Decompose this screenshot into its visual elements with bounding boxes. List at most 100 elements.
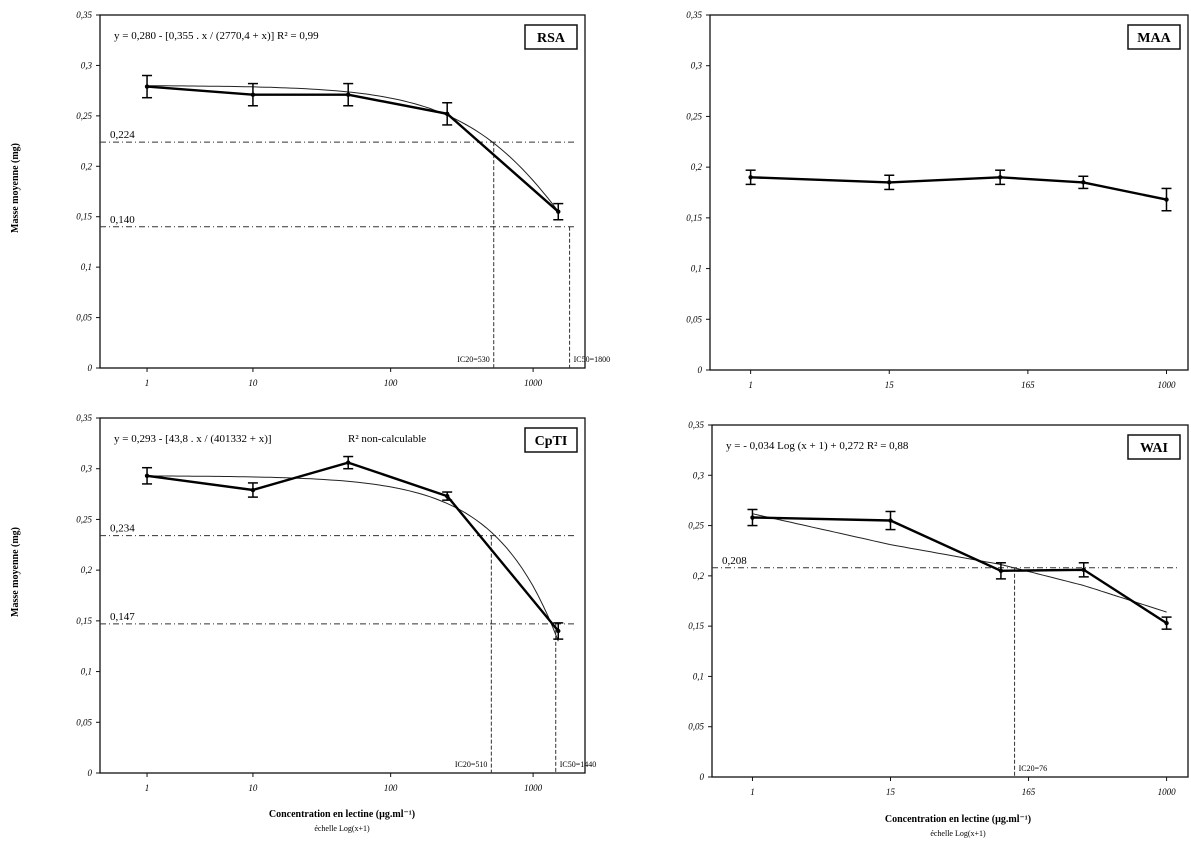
y-tick-label: 0,15 bbox=[686, 213, 702, 223]
data-point bbox=[1081, 180, 1086, 185]
data-point bbox=[1081, 567, 1086, 573]
plot-frame bbox=[709, 14, 1189, 371]
y-tick-label: 0,25 bbox=[76, 111, 92, 121]
chart-cpti: 0 0,05 0,1 0,15 0,2 0,25 0,3 0,35 1 10 100 1000 CpTI… bbox=[76, 413, 596, 793]
y-tick-label: 0,2 bbox=[693, 571, 705, 581]
y-tick-label: 0,25 bbox=[688, 521, 704, 531]
x-tick-label: 1000 bbox=[1158, 787, 1177, 797]
y-tick-label: 0,35 bbox=[688, 420, 704, 430]
y-tick-label: 0,05 bbox=[76, 313, 92, 323]
reference-vline-label: IC50=1800 bbox=[574, 355, 611, 364]
fit-equation: y = 0,293 - [43,8 . x / (401332 + x)] bbox=[114, 433, 272, 445]
reference-hline-label: 0,147 bbox=[110, 611, 135, 623]
x-tick-label: 100 bbox=[384, 378, 398, 388]
x-tick-label: 1 bbox=[748, 380, 753, 390]
reference-vline-label: IC20=510 bbox=[455, 760, 488, 769]
fit-curve bbox=[752, 513, 1167, 613]
data-point bbox=[346, 460, 351, 465]
panel-name: WAI bbox=[1140, 441, 1168, 456]
xlabel-left-sub: échelle Log(x+1) bbox=[314, 824, 370, 833]
y-tick-label: 0,1 bbox=[81, 262, 92, 272]
fit-curve bbox=[146, 85, 559, 212]
reference-hline-label: 0,208 bbox=[722, 555, 747, 567]
y-tick-label: 0 bbox=[88, 768, 93, 778]
y-tick-label: 0,3 bbox=[691, 61, 703, 71]
panel-name-box bbox=[1127, 24, 1181, 50]
plot-frame bbox=[711, 424, 1189, 778]
fit-r2-note: R² non-calculable bbox=[348, 433, 426, 445]
xlabel-right: Concentration en lectine (µg.ml⁻¹) bbox=[885, 814, 1031, 825]
x-tick-label: 15 bbox=[885, 380, 895, 390]
reference-vline-label: IC50=1440 bbox=[560, 760, 597, 769]
panel-name-box bbox=[1127, 434, 1181, 460]
y-tick-label: 0,35 bbox=[76, 10, 92, 20]
y-tick-label: 0,35 bbox=[76, 413, 92, 423]
data-point bbox=[250, 92, 256, 97]
data-point bbox=[444, 111, 450, 117]
reference-vline-label: IC20=530 bbox=[457, 355, 490, 364]
y-tick-label: 0,1 bbox=[81, 667, 92, 677]
y-tick-label: 0 bbox=[88, 363, 93, 373]
y-tick-label: 0,1 bbox=[691, 264, 702, 274]
x-tick-label: 1000 bbox=[524, 783, 543, 793]
data-point bbox=[888, 518, 893, 523]
y-tick-label: 0,2 bbox=[691, 162, 703, 172]
x-tick-label: 10 bbox=[248, 783, 258, 793]
x-tick-label: 1 bbox=[145, 378, 150, 388]
x-tick-label: 10 bbox=[248, 378, 258, 388]
plot-frame bbox=[99, 14, 586, 369]
data-point bbox=[144, 84, 150, 89]
y-tick-label: 0,3 bbox=[81, 60, 93, 70]
x-tick-label: 15 bbox=[886, 787, 896, 797]
y-tick-label: 0,05 bbox=[686, 314, 702, 324]
y-tick-label: 0 bbox=[700, 772, 705, 782]
y-tick-label: 0,15 bbox=[76, 212, 92, 222]
y-tick-label: 0,05 bbox=[76, 717, 92, 727]
x-tick-label: 1000 bbox=[524, 378, 543, 388]
ylabel-top: Masse moyenne (mg) bbox=[10, 143, 21, 233]
data-line bbox=[146, 461, 560, 632]
panel-name: MAA bbox=[1137, 31, 1171, 46]
y-tick-label: 0,2 bbox=[81, 565, 93, 575]
data-point bbox=[750, 515, 755, 520]
reference-hline-label: 0,224 bbox=[110, 129, 135, 141]
panel-name: CpTI bbox=[535, 434, 568, 449]
y-tick-label: 0,1 bbox=[693, 671, 704, 681]
data-point bbox=[346, 92, 351, 97]
data-point bbox=[556, 628, 561, 634]
x-tick-label: 100 bbox=[384, 783, 398, 793]
panel-name-box bbox=[524, 24, 578, 50]
y-tick-label: 0 bbox=[698, 365, 703, 375]
y-tick-label: 0,2 bbox=[81, 161, 93, 171]
data-point bbox=[748, 175, 753, 180]
data-point bbox=[144, 473, 150, 479]
y-tick-label: 0,3 bbox=[693, 470, 705, 480]
fit-curve bbox=[147, 475, 559, 642]
y-tick-label: 0,25 bbox=[76, 514, 92, 524]
reference-vline-label: IC20=76 bbox=[1019, 764, 1048, 773]
data-line bbox=[750, 176, 1167, 201]
data-point bbox=[556, 209, 561, 214]
panel-name: RSA bbox=[537, 31, 566, 46]
chart-rsa: 0 0,05 0,1 0,15 0,2 0,25 0,3 0,35 1 10 100 1000 RSA y… bbox=[76, 10, 610, 388]
data-point bbox=[997, 175, 1003, 180]
x-tick-label: 1 bbox=[750, 787, 755, 797]
ylabel-bottom: Masse moyenne (mg) bbox=[10, 527, 21, 617]
y-tick-label: 0,35 bbox=[686, 10, 702, 20]
xlabel-right-sub: échelle Log(x+1) bbox=[930, 829, 986, 838]
data-point bbox=[444, 493, 450, 499]
y-tick-label: 0,05 bbox=[688, 722, 704, 732]
reference-hline-label: 0,234 bbox=[110, 523, 135, 535]
data-point bbox=[250, 487, 256, 493]
plot-frame bbox=[99, 417, 586, 774]
x-tick-label: 1000 bbox=[1157, 380, 1176, 390]
fit-equation: y = - 0,034 Log (x + 1) + 0,272 R² = 0,8… bbox=[726, 440, 909, 452]
reference-hline-label: 0,140 bbox=[110, 214, 135, 226]
x-tick-label: 1 bbox=[145, 783, 150, 793]
panel-name-box bbox=[524, 427, 578, 453]
data-point bbox=[1164, 620, 1169, 626]
x-tick-label: 165 bbox=[1021, 380, 1035, 390]
data-point bbox=[998, 568, 1004, 574]
chart-wai: 0 0,05 0,1 0,15 0,2 0,25 0,3 0,35 1 15 165 1000 WAI y… bbox=[688, 420, 1189, 797]
